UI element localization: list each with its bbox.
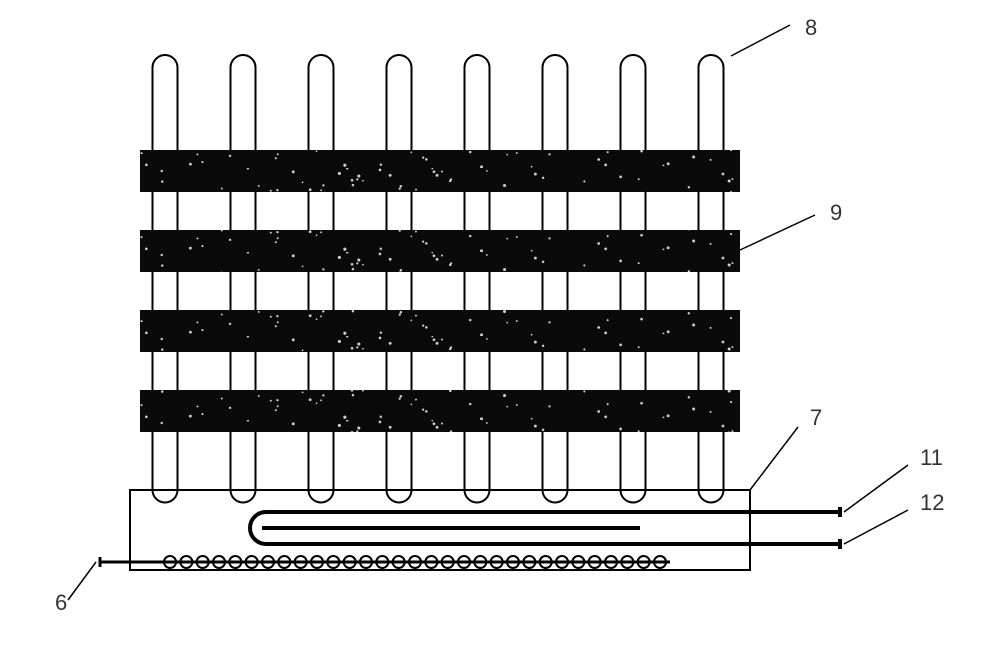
cross-bar <box>140 150 740 192</box>
cross-bar <box>140 390 740 432</box>
tube <box>231 55 256 502</box>
tube <box>621 55 646 503</box>
tube <box>543 55 568 503</box>
tube <box>153 55 178 503</box>
tube <box>465 55 490 503</box>
cross-bar <box>140 230 740 272</box>
cross-bar <box>140 310 740 352</box>
label-11: 11 <box>920 445 943 470</box>
label-8: 8 <box>805 15 817 40</box>
tube <box>699 55 724 503</box>
label-9: 9 <box>830 200 842 225</box>
tube <box>309 55 334 503</box>
tube <box>387 55 412 502</box>
label-7: 7 <box>810 405 822 430</box>
label-6: 6 <box>55 590 67 615</box>
label-12: 12 <box>920 490 944 515</box>
